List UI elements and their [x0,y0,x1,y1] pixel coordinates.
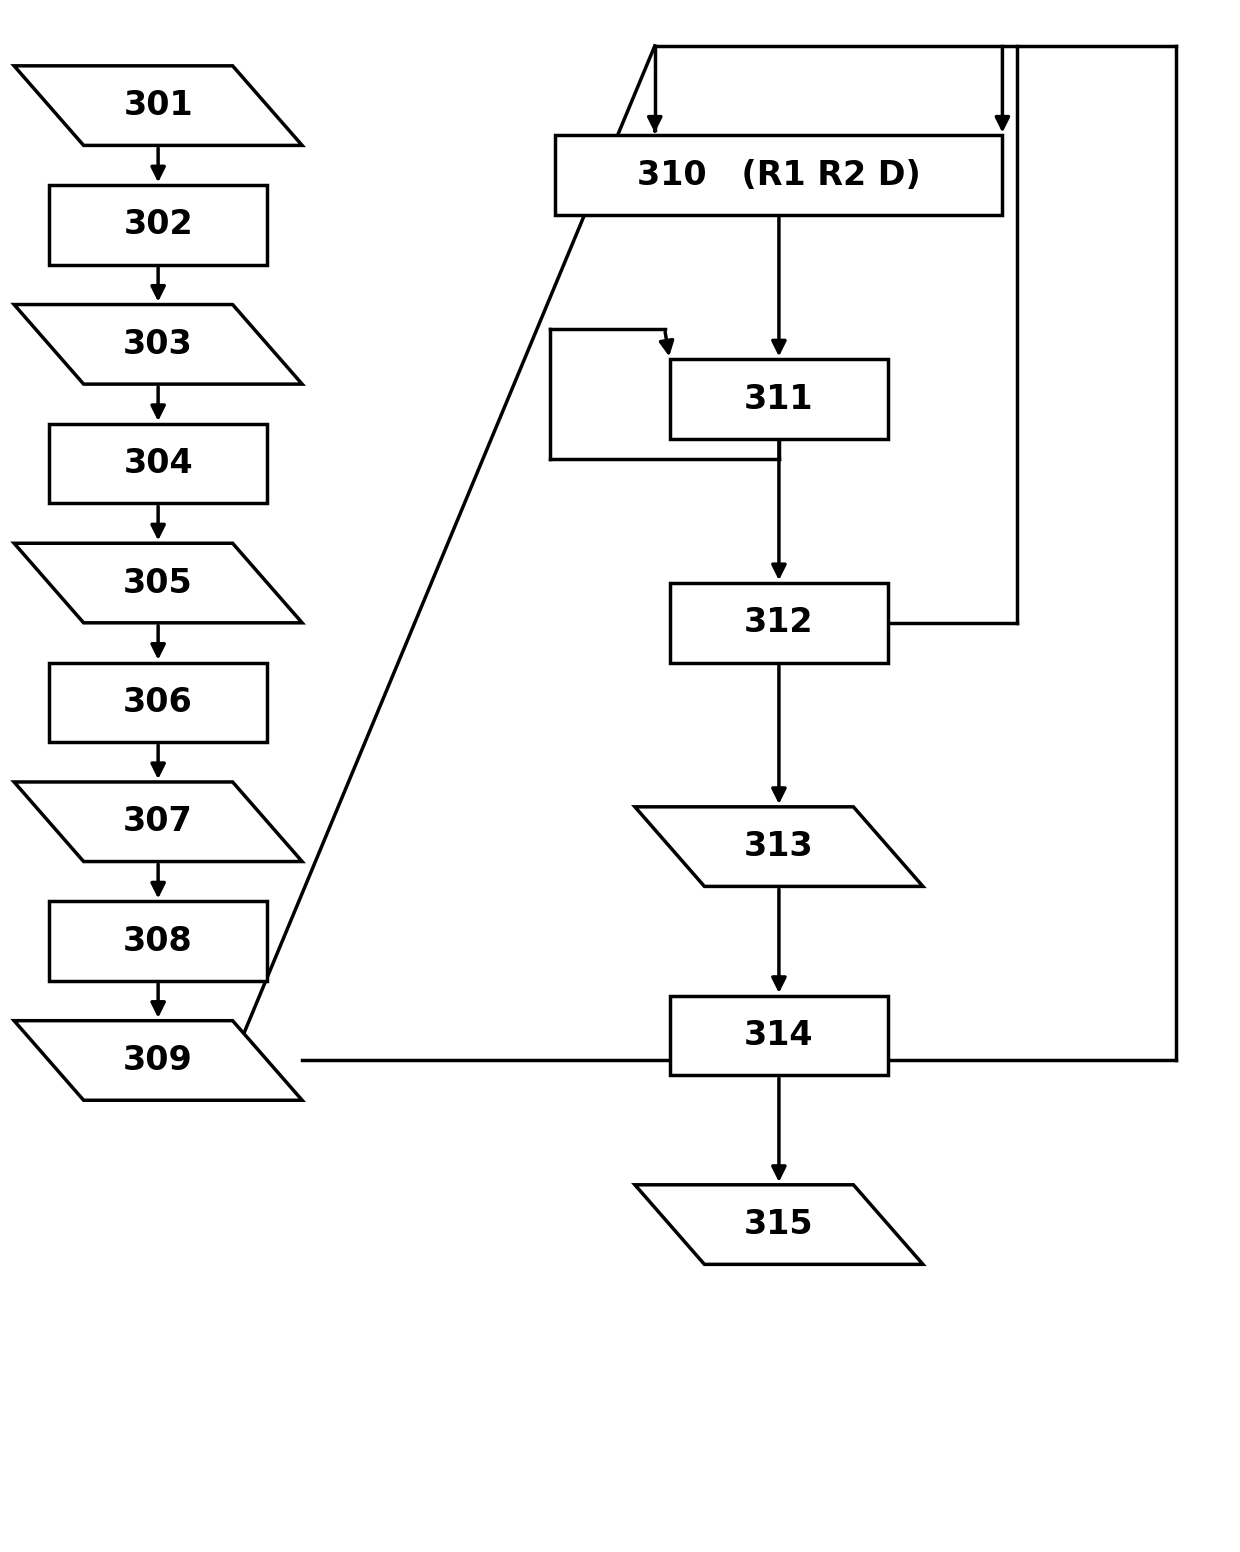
Text: 315: 315 [744,1207,813,1242]
Bar [48,902,268,981]
Polygon shape [14,1021,303,1100]
Text: 309: 309 [123,1044,193,1077]
Polygon shape [14,304,303,383]
Bar [670,996,888,1076]
Text: 304: 304 [123,447,193,480]
Text: 308: 308 [123,925,193,958]
Text: 306: 306 [123,686,193,719]
Polygon shape [635,1184,923,1265]
Bar [670,584,888,663]
Text: 310   (R1 R2 D): 310 (R1 R2 D) [637,158,921,192]
Polygon shape [14,543,303,622]
Polygon shape [14,782,303,861]
Text: 314: 314 [744,1020,813,1052]
Text: 305: 305 [123,566,193,599]
Text: 303: 303 [123,327,193,360]
Text: 313: 313 [744,830,813,863]
Text: 302: 302 [123,208,193,242]
Bar [670,359,888,439]
Polygon shape [635,807,923,886]
Polygon shape [14,65,303,146]
Text: 312: 312 [744,607,813,639]
Bar [48,185,268,265]
Bar [556,135,1002,216]
Text: 311: 311 [744,382,813,416]
Bar [48,663,268,742]
Bar [48,424,268,503]
Text: 307: 307 [123,805,193,838]
Text: 301: 301 [123,88,193,123]
